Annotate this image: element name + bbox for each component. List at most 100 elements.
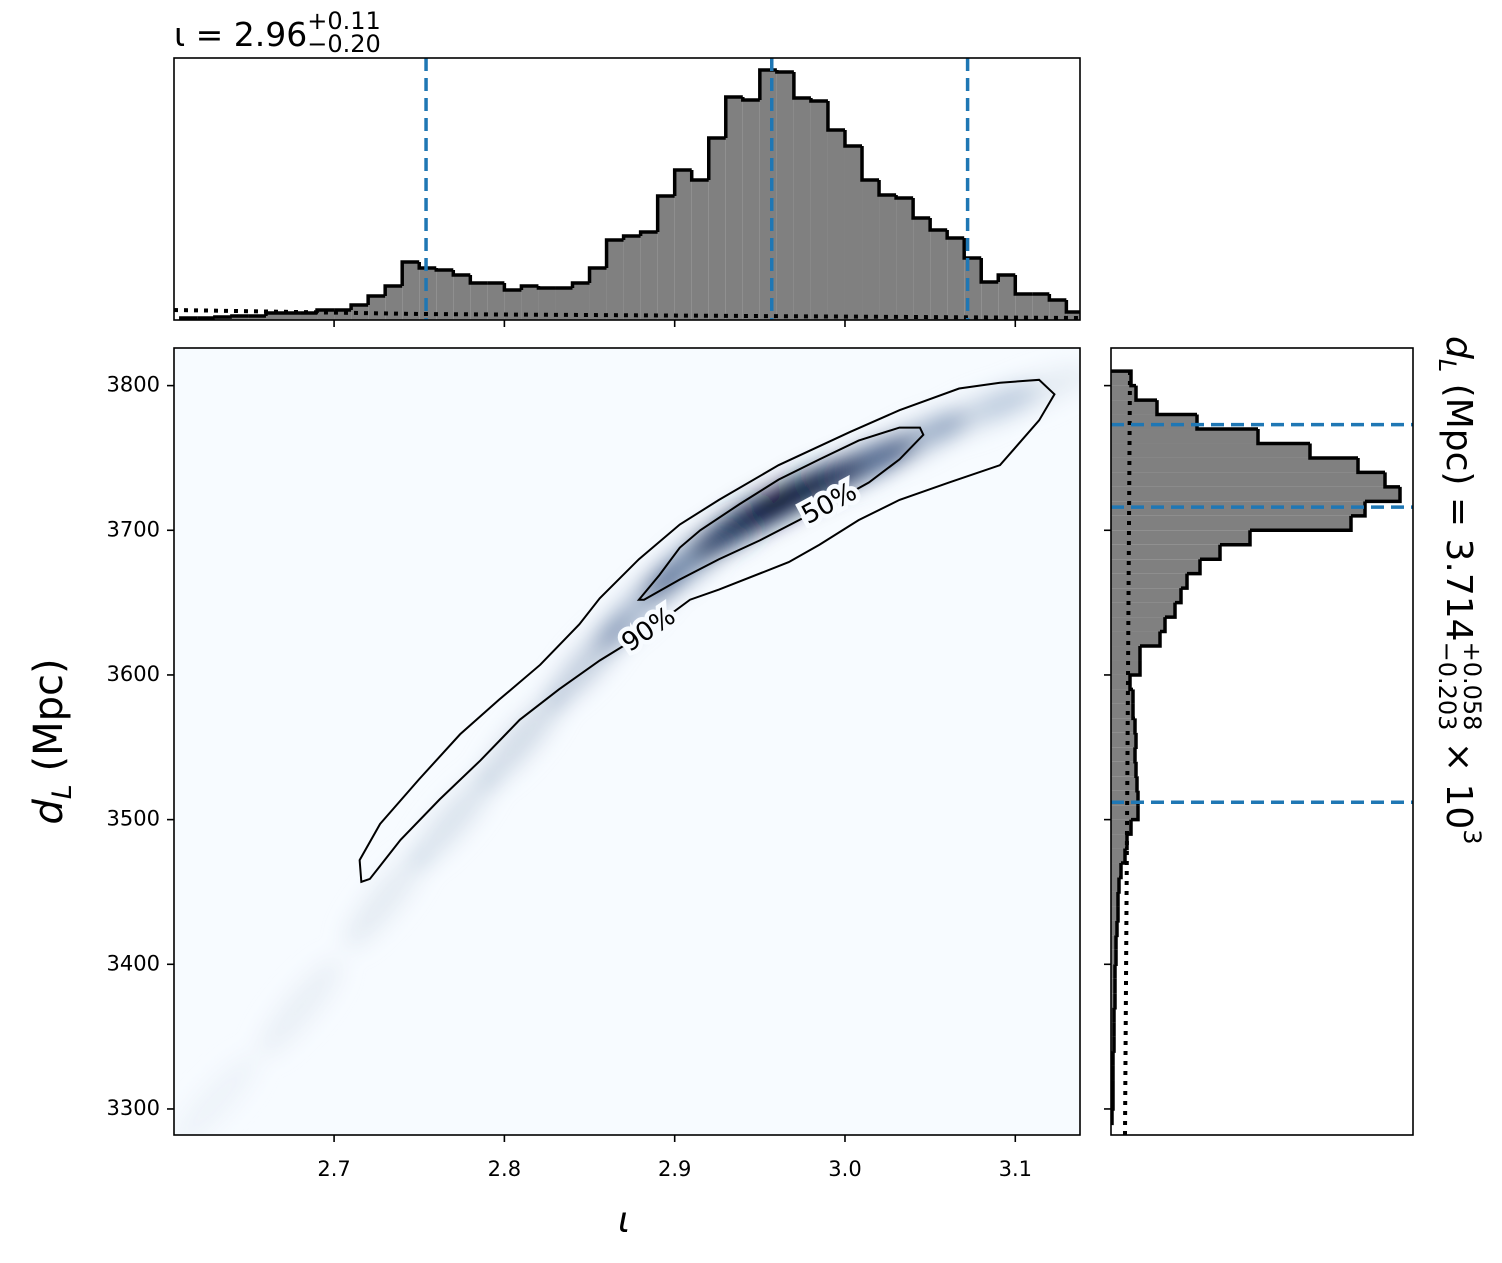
hist-step — [996, 273, 1016, 282]
hist-bar — [1111, 993, 1115, 1008]
hist-step — [979, 258, 999, 284]
hist-step — [1181, 573, 1189, 590]
hist-bar — [1111, 964, 1115, 979]
ylabel-text: (Mpc) — [26, 658, 72, 784]
density-blur — [174, 367, 1080, 1135]
hist-step — [1134, 732, 1138, 750]
hist-bar — [879, 195, 897, 320]
hist-step — [1135, 776, 1139, 793]
hist-step — [1165, 602, 1177, 619]
hist-bar — [708, 138, 726, 320]
axes-frame — [1110, 347, 1414, 1136]
hist-step — [1134, 385, 1157, 402]
hist-bar — [1111, 877, 1119, 892]
hist-bar — [1111, 371, 1131, 386]
hist-bar — [827, 130, 845, 320]
hist-step — [1250, 515, 1353, 533]
hist-bar — [1111, 457, 1358, 473]
hist-bar — [470, 283, 488, 320]
hist-bar — [793, 98, 811, 320]
title-upper: +0.11 — [307, 7, 381, 35]
hist-bar — [1111, 617, 1165, 632]
hist-step — [621, 234, 641, 240]
hist-step — [1119, 863, 1123, 880]
hist-bar — [419, 268, 437, 320]
x-tick-label: 3.0 — [828, 1157, 861, 1181]
hist-bar — [1111, 429, 1258, 444]
hist-bar — [1111, 660, 1140, 675]
hist-step — [536, 286, 556, 290]
hist-bar — [453, 275, 471, 320]
hist-step — [1114, 949, 1118, 967]
hist-bar — [436, 270, 454, 320]
hist-bar — [776, 72, 794, 320]
hist-bar — [1111, 949, 1116, 965]
y-tick-label: 3700 — [107, 517, 160, 541]
y-tick-label: 3600 — [107, 662, 160, 686]
hist-bar — [623, 236, 641, 320]
hist-step — [945, 230, 965, 240]
hist-step — [434, 268, 454, 272]
hist-step — [741, 97, 760, 102]
hist-step — [1133, 718, 1137, 735]
density-cell — [174, 1054, 258, 1135]
hist-step — [417, 262, 437, 270]
ylabel-text: d — [26, 799, 72, 825]
y-tick-label: 3500 — [107, 807, 160, 831]
label-text: (Mpc) = 3.714 — [1438, 372, 1479, 641]
hist-bar — [1111, 631, 1160, 647]
hist-step — [894, 195, 914, 200]
hist-step — [1365, 486, 1402, 504]
hist-bar — [1111, 747, 1135, 762]
hist-bar — [1111, 472, 1385, 487]
hist-step — [877, 180, 897, 197]
hist-bar — [947, 238, 965, 320]
hist-step — [1134, 761, 1138, 778]
hist-bar — [844, 146, 863, 320]
hist-step — [1125, 834, 1129, 851]
x-tick-label: 3.1 — [999, 1157, 1032, 1181]
prior-line — [1123, 371, 1132, 1135]
title-text: ι = 2.96 — [174, 15, 307, 54]
hist-step — [519, 284, 539, 290]
hist-bar — [657, 196, 675, 320]
label-sub: L — [1433, 359, 1461, 372]
histogram — [174, 58, 1080, 320]
hist-step — [349, 303, 369, 310]
hist-step — [1047, 294, 1067, 302]
hist-bar — [1111, 588, 1181, 603]
hist-step — [1351, 501, 1367, 518]
x-tick-label: 2.9 — [658, 1157, 691, 1181]
hist-bar — [1111, 761, 1136, 777]
hist-step — [1383, 472, 1400, 489]
hist-bar — [998, 275, 1016, 320]
hist-bar — [1032, 294, 1050, 320]
hist-step — [1155, 400, 1197, 417]
axes-frame — [173, 57, 1081, 321]
hist-step — [706, 136, 726, 180]
hist-bar — [402, 262, 420, 320]
hist-step — [672, 168, 692, 196]
label-exp: 3 — [1458, 829, 1486, 844]
label-upper: +0.058 — [1458, 642, 1486, 731]
title-lower: −0.20 — [307, 30, 381, 58]
hist-bar — [759, 70, 777, 320]
hist-bar — [368, 296, 386, 320]
hist-bar — [674, 170, 692, 320]
hist-bar — [1111, 891, 1118, 907]
hist-bar — [1111, 732, 1136, 748]
x-tick-label: 2.7 — [317, 1157, 350, 1181]
hist-bar — [606, 240, 624, 320]
panel-label: dL (Mpc) = 3.714+0.058−0.203 × 103 — [1433, 336, 1486, 845]
hist-step — [1140, 631, 1162, 648]
hist-step — [1013, 275, 1033, 296]
y-tick-label: 3300 — [107, 1096, 160, 1120]
hist-bar — [1111, 674, 1130, 690]
hist-bar — [1111, 805, 1138, 820]
hist-bar — [1111, 920, 1117, 936]
hist-step — [1160, 617, 1167, 634]
y-tick-label: 3400 — [107, 951, 160, 975]
hist-bar — [538, 288, 556, 320]
hist-step — [1187, 559, 1202, 576]
x-tick-label: 2.8 — [488, 1157, 521, 1181]
